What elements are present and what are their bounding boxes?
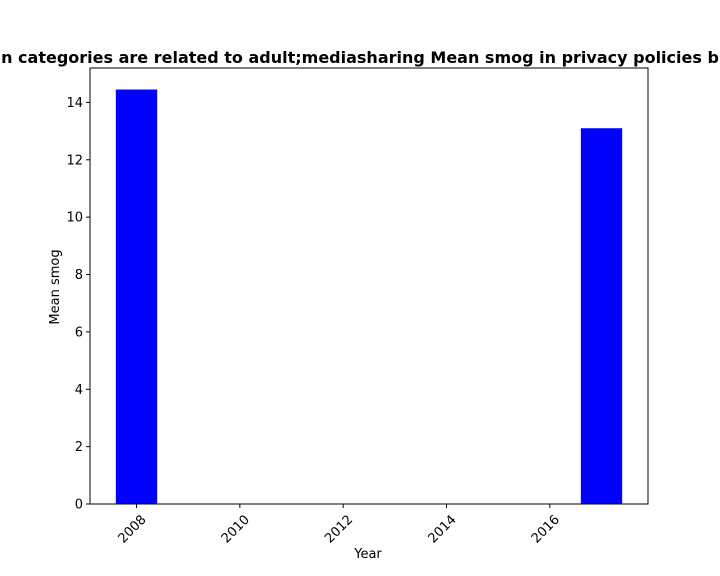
x-axis-label: Year	[353, 547, 382, 562]
y-tick-label: 6	[75, 325, 83, 340]
y-axis: 0 2 4 6 8 10 12 14	[66, 96, 90, 513]
x-tick-label: 2014	[426, 512, 460, 546]
bar-2008	[115, 89, 158, 505]
y-tick-label: 14	[66, 96, 83, 111]
x-tick-label: 2008	[116, 512, 150, 546]
plot-frame	[89, 67, 649, 505]
y-tick-label: 2	[75, 440, 83, 455]
bars-group	[115, 89, 623, 505]
y-tick-label: 8	[75, 268, 83, 283]
y-tick-label: 10	[66, 211, 83, 226]
x-tick-label: 2012	[322, 512, 356, 546]
y-axis-label: Mean smog	[48, 249, 63, 324]
y-tick-label: 12	[66, 153, 83, 168]
x-tick-label: 2010	[219, 512, 253, 546]
y-tick-label: 0	[75, 498, 83, 513]
chart-title: n categories are related to adult;medias…	[1, 48, 719, 67]
x-axis: 2008 2010 2012 2014 2016	[116, 504, 563, 546]
x-tick-label: 2016	[529, 512, 563, 546]
y-tick-label: 4	[75, 383, 83, 398]
bar-2017	[580, 128, 623, 504]
